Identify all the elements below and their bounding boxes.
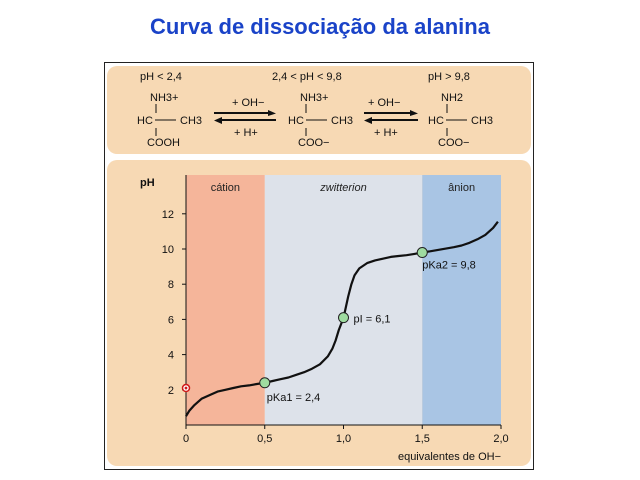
zwitterion-alpha-carbon: HC: [288, 115, 304, 127]
arrow-forward-label: + OH−: [368, 97, 400, 109]
y-tick-label: 4: [168, 350, 174, 362]
y-tick-label: 6: [168, 314, 174, 326]
arrow-back-label: + H+: [374, 127, 398, 139]
region-anion: [422, 175, 501, 425]
region-label: ânion: [448, 182, 475, 194]
arrow-back-label: + H+: [234, 127, 258, 139]
anion-carboxylate: COO−: [438, 137, 469, 149]
condition-mid-ph: 2,4 < pH < 9,8: [272, 71, 342, 83]
x-tick-label: 1,0: [336, 433, 351, 445]
y-tick-label: 2: [168, 385, 174, 397]
chart-points: [181, 247, 428, 393]
region-label: zwitterion: [319, 182, 366, 194]
y-axis-title: pH: [140, 177, 155, 189]
x-tick-label: 1,5: [415, 433, 430, 445]
y-tick-label: 8: [168, 279, 174, 291]
point-label: pKa1 = 2,4: [267, 392, 321, 404]
arrow-back-icon: [214, 117, 276, 124]
anion-alpha-carbon: HC: [428, 115, 444, 127]
point-label: pKa2 = 9,8: [422, 260, 476, 272]
point-label: pI = 6,1: [354, 314, 391, 326]
y-tick-label: 10: [162, 244, 174, 256]
species-zwitterion: NH3+ HC CH3 COO−: [288, 92, 353, 149]
chart-axes: 2 4 6 8 10 12 0 0,5 1,0 1,5 2,0 pH equivalentes de O…: [140, 175, 509, 463]
equivalence-point: [338, 312, 349, 324]
cation-carboxyl: COOH: [147, 137, 180, 149]
y-tick-label: 12: [162, 209, 174, 221]
equilibrium-arrows-2: + OH− + H+: [364, 97, 418, 139]
x-axis-title: equivalentes de OH−: [398, 451, 501, 463]
cation-amino-group: NH3+: [150, 92, 178, 104]
region-label: cátion: [211, 182, 240, 194]
arrow-back-icon: [364, 117, 418, 124]
x-tick-label: 0,5: [257, 433, 272, 445]
x-tick-label: 0: [183, 433, 189, 445]
zwitterion-carboxylate: COO−: [298, 137, 329, 149]
cation-alpha-carbon: HC: [137, 115, 153, 127]
cation-methyl: CH3: [180, 115, 202, 127]
chart-regions: cátion zwitterion ânion: [186, 175, 501, 425]
equivalence-point: [416, 247, 428, 259]
species-cation: NH3+ HC CH3 COOH: [137, 92, 202, 149]
equilibrium-scheme: pH < 2,4 2,4 < pH < 9,8 pH > 9,8 NH3+ HC…: [137, 71, 493, 149]
zwitterion-methyl: CH3: [331, 115, 353, 127]
condition-low-ph: pH < 2,4: [140, 71, 182, 83]
region-cation: [186, 175, 265, 425]
anion-methyl: CH3: [471, 115, 493, 127]
equilibrium-panel: [107, 66, 531, 154]
arrow-forward-icon: [214, 110, 276, 116]
arrow-forward-icon: [364, 110, 418, 116]
anion-amino-group: NH2: [441, 92, 463, 104]
equivalence-point: [259, 377, 271, 389]
start-marker-dot: [184, 386, 188, 390]
species-anion: NH2 HC CH3 COO−: [428, 92, 493, 149]
arrow-forward-label: + OH−: [232, 97, 264, 109]
slide-title: Curva de dissociação da alanina: [150, 14, 490, 39]
x-tick-label: 2,0: [493, 433, 508, 445]
condition-high-ph: pH > 9,8: [428, 71, 470, 83]
zwitterion-amino-group: NH3+: [300, 92, 328, 104]
chart-labels: pKa1 = 2,4 pI = 6,1 pKa2 = 9,8: [267, 260, 476, 404]
region-zwitterion: [264, 175, 423, 425]
equilibrium-arrows-1: + OH− + H+: [214, 97, 276, 139]
